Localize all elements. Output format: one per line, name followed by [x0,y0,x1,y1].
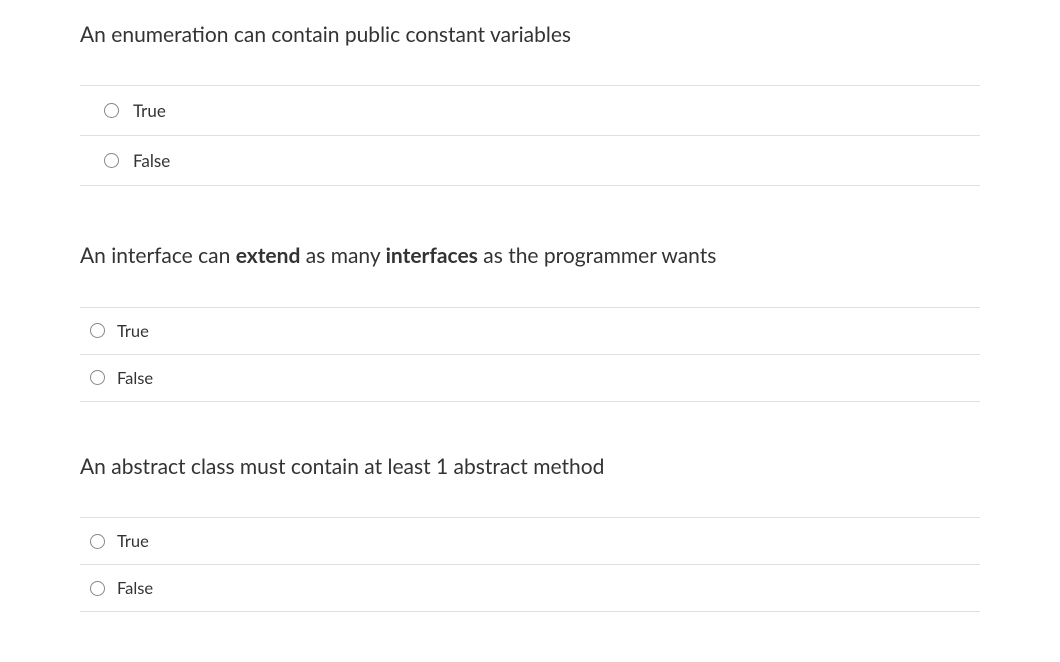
option-label: True [133,100,166,121]
question-prompt: An enumeration can contain public consta… [80,20,980,49]
radio-icon [90,534,105,549]
option-row-false[interactable]: False [80,136,980,186]
option-row-false[interactable]: False [80,355,980,402]
options-list: True False [80,517,980,612]
question-block: An interface can extend as many interfac… [80,241,980,401]
options-list: True False [80,307,980,402]
option-label: True [117,321,149,341]
options-list: True False [80,85,980,186]
question-block: An enumeration can contain public consta… [80,20,980,186]
quiz-container: An enumeration can contain public consta… [0,0,1060,612]
option-label: False [117,578,153,598]
option-row-true[interactable]: True [80,86,980,136]
option-row-true[interactable]: True [80,308,980,355]
option-label: False [133,150,170,171]
radio-icon [90,323,105,338]
radio-icon [104,153,119,168]
question-block: An abstract class must contain at least … [80,452,980,612]
radio-icon [90,581,105,596]
radio-icon [90,370,105,385]
option-label: True [117,531,149,551]
radio-icon [104,103,119,118]
option-row-true[interactable]: True [80,518,980,565]
question-prompt: An interface can extend as many interfac… [80,241,980,270]
option-label: False [117,368,153,388]
question-prompt: An abstract class must contain at least … [80,452,980,481]
option-row-false[interactable]: False [80,565,980,612]
